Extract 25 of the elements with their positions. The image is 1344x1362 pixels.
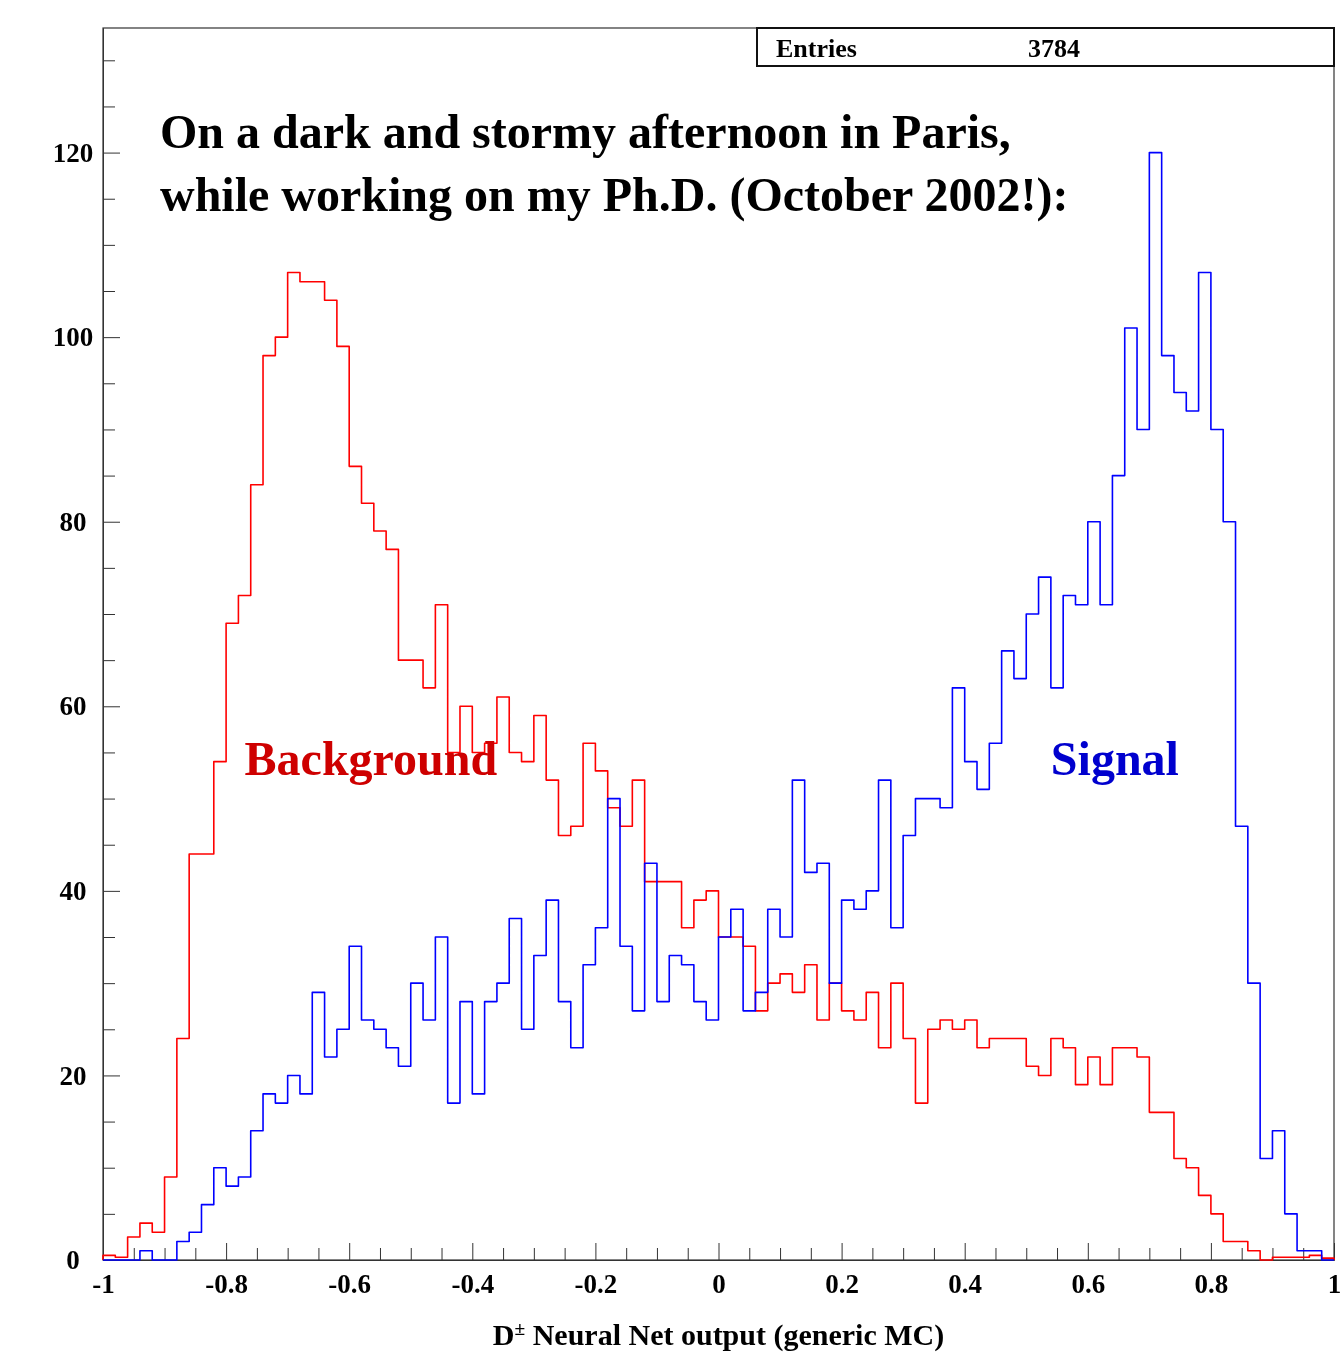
- x-tick-label: 0: [712, 1269, 726, 1300]
- y-tick-label: 60: [59, 691, 87, 722]
- annotation: Entries: [776, 34, 857, 63]
- y-tick-label: 120: [52, 137, 94, 168]
- x-tick-label: 0.2: [825, 1269, 859, 1300]
- x-tick-label: -0.6: [328, 1269, 372, 1300]
- x-tick-label: -0.8: [205, 1269, 248, 1300]
- x-tick-label: -0.2: [574, 1269, 618, 1300]
- y-tick-label: 80: [59, 506, 87, 537]
- y-tick-label: 20: [59, 1060, 87, 1091]
- x-tick-label: -0.4: [451, 1269, 495, 1300]
- text: On a dark and stormy afternoon in Paris, while working on my Ph.D. (October 2002!):: [160, 105, 1069, 222]
- series-label: Background: [244, 731, 498, 785]
- x-tick-label: 1: [1327, 1269, 1342, 1300]
- series-label: Signal: [1050, 731, 1179, 785]
- x-tick-label: 0.8: [1194, 1269, 1229, 1300]
- annotation: 3784: [1028, 34, 1080, 63]
- x-axis-title: D$^{±}$ Neural Net output (generic MC): [492, 1317, 945, 1352]
- x-tick-label: -1: [92, 1269, 115, 1300]
- y-tick-label: 40: [59, 876, 87, 906]
- x-tick-label: 0.6: [1071, 1269, 1106, 1300]
- y-tick-label: 0: [66, 1245, 80, 1276]
- x-tick-label: 0.4: [948, 1269, 983, 1300]
- stats-box: Entries 3784: [756, 27, 1335, 67]
- y-tick-label: 100: [52, 322, 94, 353]
